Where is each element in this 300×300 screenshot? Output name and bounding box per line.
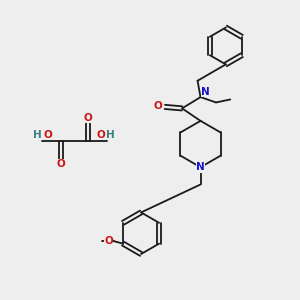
Text: N: N — [196, 162, 205, 172]
Text: N: N — [201, 86, 210, 97]
Text: H: H — [106, 130, 115, 140]
Text: O: O — [104, 236, 113, 246]
Text: H: H — [33, 130, 42, 140]
Text: O: O — [97, 130, 105, 140]
Text: O: O — [56, 159, 65, 169]
Text: O: O — [154, 101, 163, 111]
Text: O: O — [43, 130, 52, 140]
Text: O: O — [83, 113, 92, 123]
